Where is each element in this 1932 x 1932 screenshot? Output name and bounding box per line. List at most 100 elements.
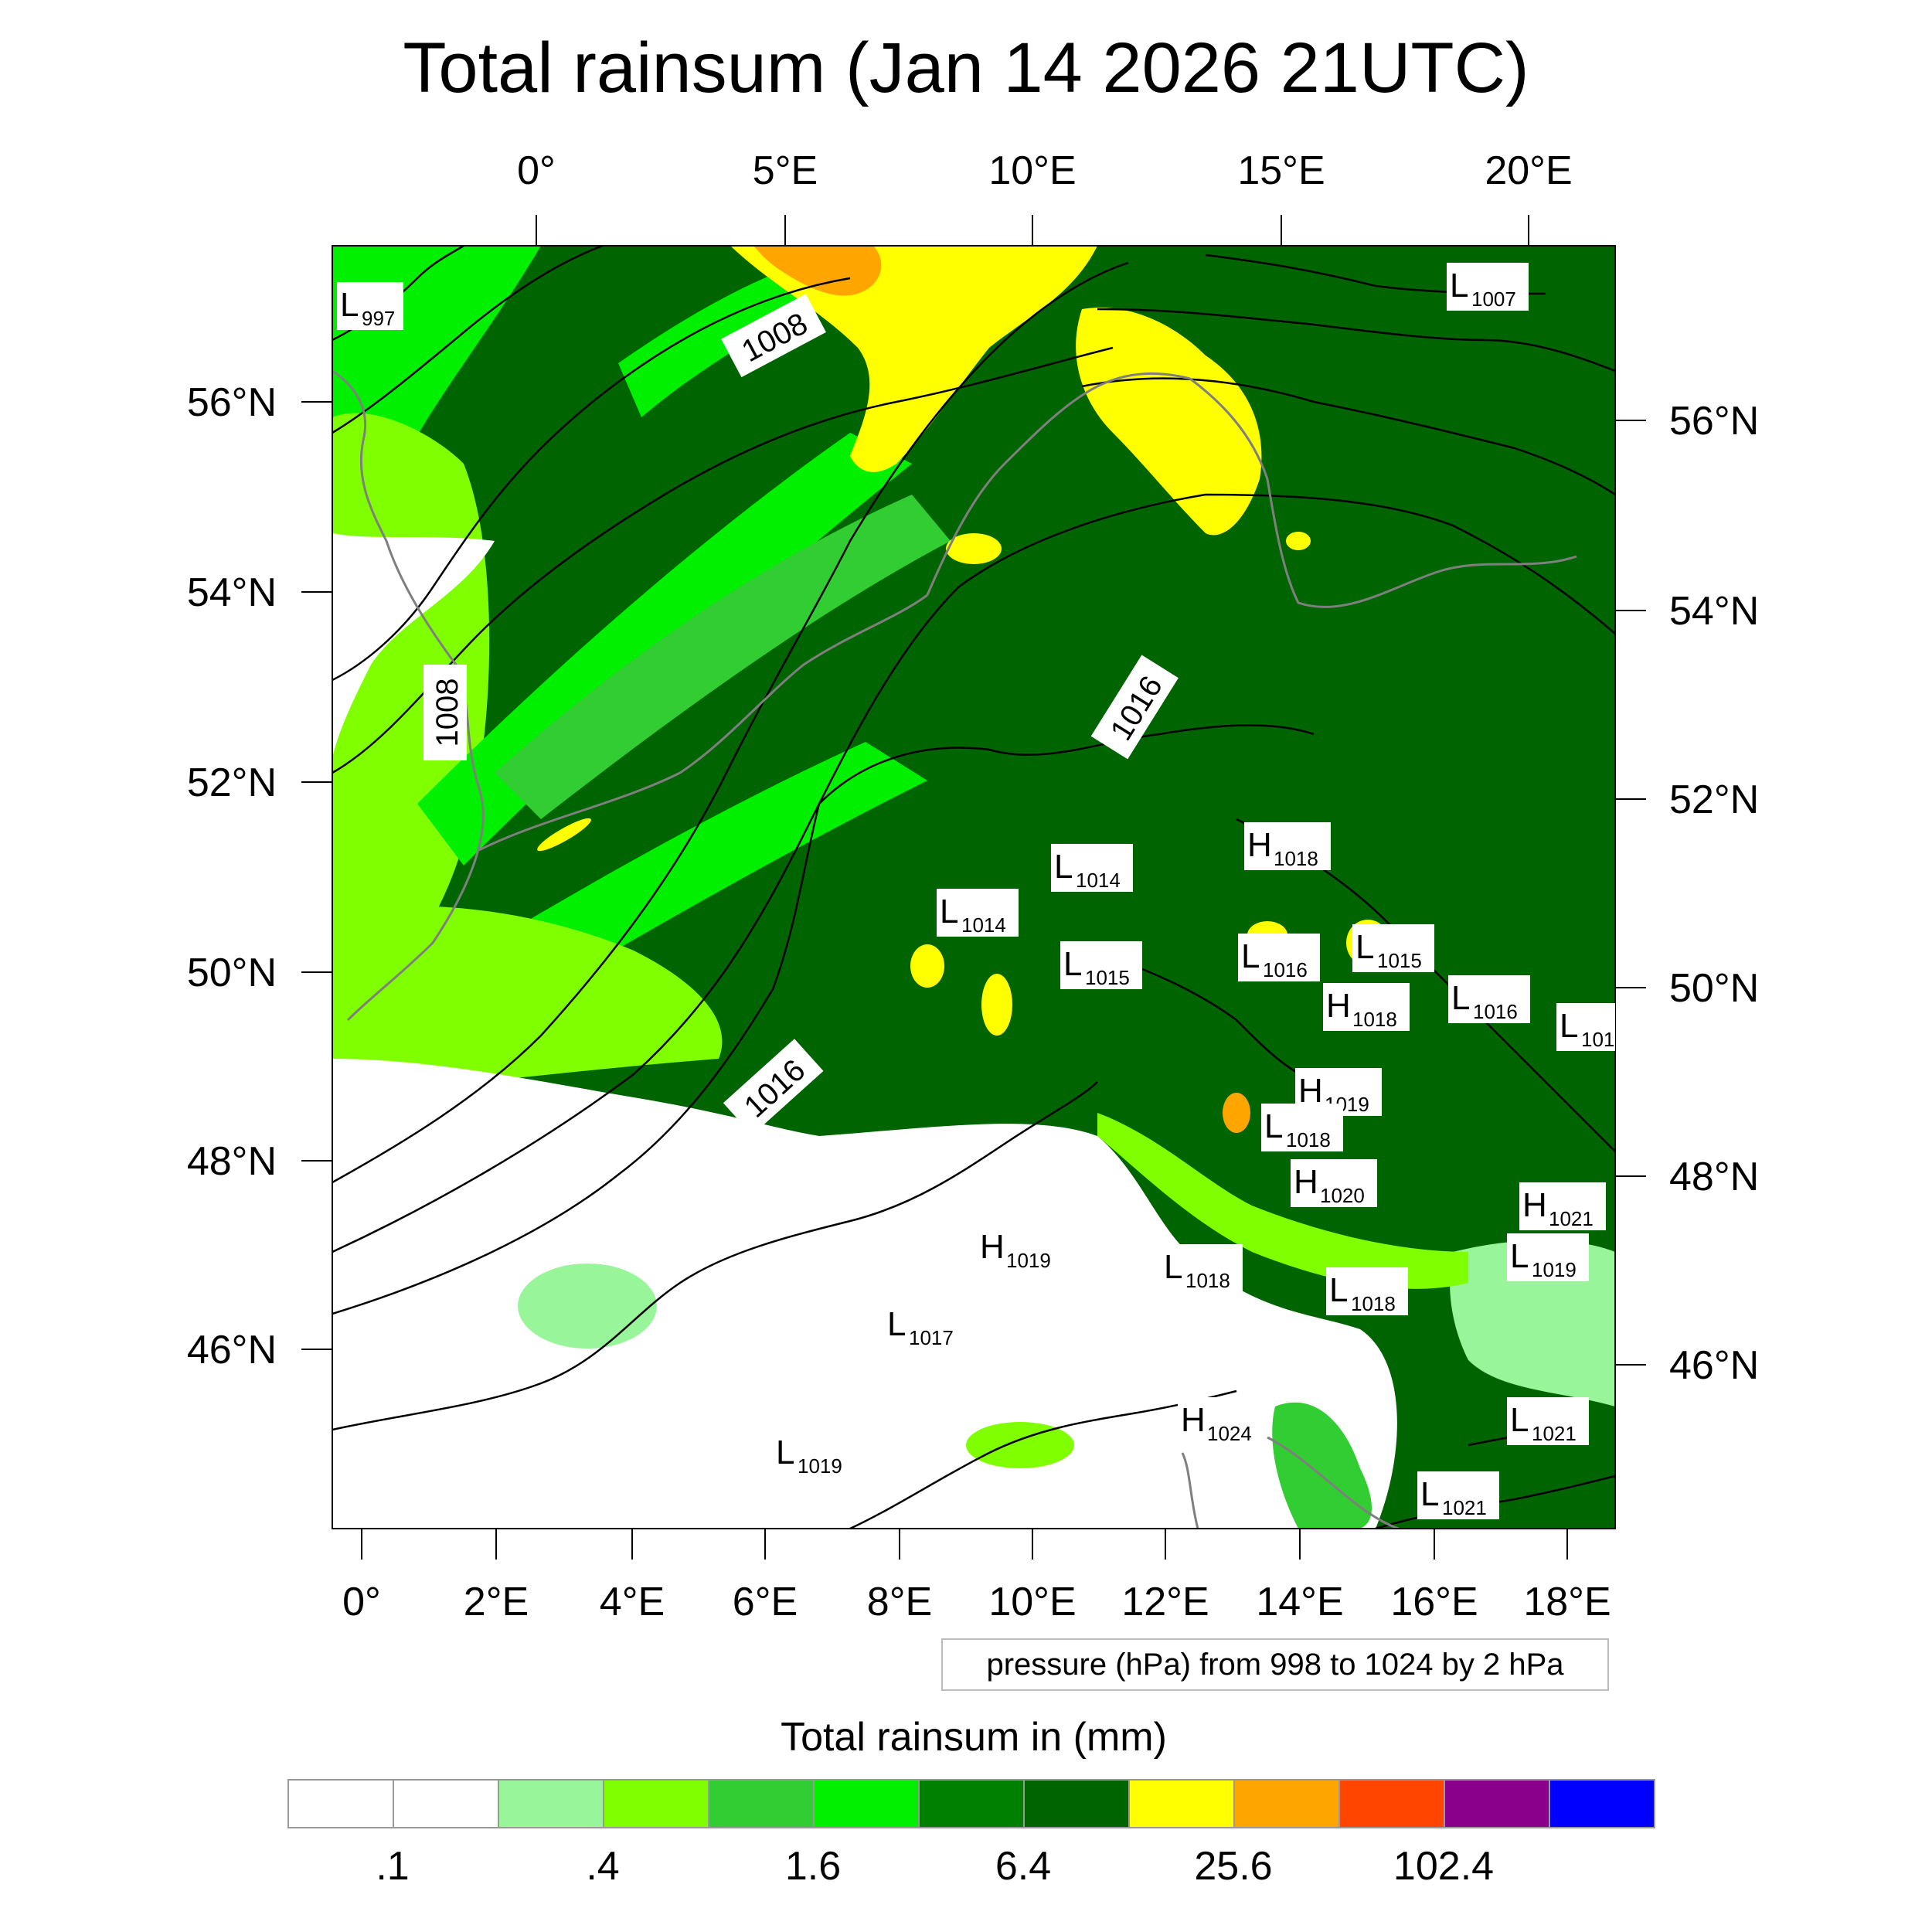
- top-lon-label: 5°E: [753, 148, 818, 193]
- pressure-center: H 1021: [1519, 1182, 1606, 1230]
- left-lat-label: 46°N: [187, 1328, 277, 1372]
- bottom-lon-labels: 0° 2°E 4°E 6°E 8°E 10°E 12°E 14°E 16°E 1…: [342, 1580, 1611, 1624]
- pressure-center: L 1021: [1507, 1397, 1589, 1445]
- pressure-center: L 1014: [937, 889, 1019, 937]
- svg-text:1017: 1017: [909, 1326, 954, 1349]
- right-lat-labels: 56°N 54°N 52°N 50°N 48°N 46°N: [1669, 399, 1759, 1388]
- colorbar: [287, 1779, 1655, 1828]
- rain-band-west: [332, 246, 541, 634]
- pressure-center: L 1018: [1161, 1244, 1243, 1292]
- svg-text:L: L: [1264, 1107, 1283, 1145]
- rain-band-west-2: [332, 906, 723, 1097]
- pressure-center: H 1018: [1323, 983, 1410, 1031]
- svg-text:1021: 1021: [1532, 1422, 1577, 1445]
- right-lat-label: 54°N: [1669, 589, 1759, 634]
- colorbar-swatch: [1445, 1781, 1550, 1827]
- svg-text:1007: 1007: [1471, 287, 1516, 311]
- colorbar-swatch: [499, 1781, 604, 1827]
- right-lat-label: 56°N: [1669, 399, 1759, 444]
- right-lat-label: 52°N: [1669, 777, 1759, 822]
- colorbar-swatch: [1235, 1781, 1340, 1827]
- svg-text:L: L: [1450, 267, 1468, 304]
- svg-text:1018: 1018: [1351, 1292, 1396, 1315]
- svg-text:1021: 1021: [1549, 1207, 1594, 1230]
- colorbar-tick-label: 1.6: [784, 1844, 842, 1889]
- pressure-note: pressure (hPa) from 998 to 1024 by 2 hPa: [941, 1638, 1609, 1691]
- colorbar-swatch: [394, 1781, 499, 1827]
- pressure-center: L 1018: [1261, 1104, 1343, 1151]
- left-lat-label: 56°N: [187, 380, 277, 425]
- bottom-lon-label: 4°E: [600, 1580, 665, 1624]
- bottom-lon-label: 2°E: [464, 1580, 529, 1624]
- pressure-center: L 1016: [1448, 975, 1530, 1023]
- pressure-center: L 1021: [1417, 1471, 1499, 1519]
- svg-text:L: L: [940, 893, 958, 930]
- svg-text:L: L: [1510, 1401, 1529, 1439]
- pressure-center: H 1024: [1178, 1397, 1264, 1445]
- pressure-center: L 1015: [1060, 941, 1142, 989]
- right-lat-label: 50°N: [1669, 966, 1759, 1011]
- heavy-rain-patch-3: [981, 974, 1012, 1036]
- coastlines: [332, 369, 1577, 1529]
- svg-text:L: L: [1329, 1271, 1348, 1309]
- svg-text:1020: 1020: [1320, 1184, 1365, 1207]
- right-lat-label: 46°N: [1669, 1343, 1759, 1388]
- svg-text:1018: 1018: [1185, 1269, 1230, 1292]
- svg-text:H: H: [980, 1228, 1005, 1266]
- dry-area-west: [332, 533, 495, 757]
- top-lon-label: 0°: [517, 148, 556, 193]
- pressure-center: L 1007: [1447, 263, 1529, 311]
- svg-text:1016: 1016: [1473, 1000, 1518, 1023]
- heavy-rain-patch-2: [1286, 532, 1311, 550]
- svg-text:1018: 1018: [1274, 847, 1318, 870]
- colorbar-swatch: [815, 1781, 920, 1827]
- rain-patch-south-1: [518, 1264, 657, 1349]
- pressure-centers: L 997 L 1007 H 1018 L 1014 L 1014 L 1015 L 1016…: [337, 263, 1615, 1519]
- svg-text:L: L: [1420, 1475, 1439, 1513]
- map-frame: [332, 245, 1616, 1529]
- left-lat-labels: 56°N 54°N 52°N 50°N 48°N 46°N: [187, 380, 277, 1372]
- very-heavy-rain-north: [753, 246, 882, 296]
- svg-text:L: L: [340, 286, 359, 324]
- right-lat-label: 48°N: [1669, 1155, 1759, 1199]
- colorbar-swatch: [1025, 1781, 1130, 1827]
- rain-edge-south: [1097, 1113, 1468, 1289]
- svg-text:L: L: [1063, 945, 1082, 983]
- svg-text:H: H: [1326, 987, 1351, 1025]
- pressure-center: L 1019: [773, 1430, 855, 1478]
- svg-text:1021: 1021: [1442, 1496, 1487, 1519]
- svg-text:1024: 1024: [1207, 1422, 1252, 1445]
- heavy-rain-patch-4: [910, 944, 944, 988]
- svg-text:1019: 1019: [798, 1454, 842, 1478]
- colorbar-tick-label: .4: [586, 1844, 620, 1889]
- pressure-center: L 1016: [1238, 934, 1320, 981]
- svg-text:L: L: [1451, 979, 1470, 1017]
- contour-label: 1008: [423, 665, 467, 760]
- pressure-center: L 1019: [1507, 1233, 1589, 1281]
- top-lon-label: 10°E: [988, 148, 1076, 193]
- map-title: Total rainsum (Jan 14 2026 21UTC): [403, 29, 1529, 107]
- heavy-rain-patch-7: [1223, 1093, 1250, 1133]
- bottom-lon-label: 14°E: [1256, 1580, 1343, 1624]
- left-lat-label: 52°N: [187, 760, 277, 805]
- left-lat-label: 50°N: [187, 951, 277, 995]
- top-lon-labels: 0° 5°E 10°E 15°E 20°E: [517, 148, 1573, 193]
- pressure-center: H 1020: [1291, 1159, 1377, 1207]
- colorbar-swatch: [709, 1781, 815, 1827]
- svg-text:H: H: [1247, 826, 1272, 864]
- precipitation-field: [332, 246, 1615, 1529]
- left-lat-label: 54°N: [187, 570, 277, 615]
- pressure-center: L 997: [337, 282, 403, 330]
- bottom-lon-label: 12°E: [1121, 1580, 1209, 1624]
- pressure-center: L 1018: [1326, 1267, 1408, 1315]
- colorbar-title: Total rainsum in (mm): [781, 1715, 1167, 1760]
- colorbar-tick-label: 6.4: [995, 1844, 1052, 1889]
- svg-text:L: L: [887, 1305, 906, 1343]
- svg-text:1015: 1015: [1085, 966, 1130, 989]
- bottom-lon-label: 6°E: [733, 1580, 798, 1624]
- heavy-rain-patch-8: [537, 818, 591, 852]
- rain-patch-south-2: [966, 1422, 1074, 1468]
- dry-area-south: [332, 1059, 1397, 1529]
- svg-text:1019: 1019: [1532, 1258, 1577, 1281]
